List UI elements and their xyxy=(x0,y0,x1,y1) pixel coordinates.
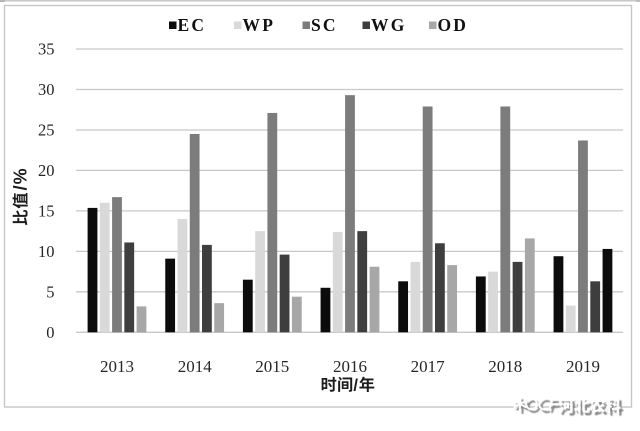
svg-text:WG: WG xyxy=(371,15,407,35)
svg-text:25: 25 xyxy=(38,121,55,140)
svg-text:15: 15 xyxy=(38,201,55,220)
svg-text:20: 20 xyxy=(38,161,55,180)
svg-text:2013: 2013 xyxy=(100,357,134,376)
svg-text:SC: SC xyxy=(311,15,338,35)
svg-text:EC: EC xyxy=(178,15,207,35)
svg-text:0: 0 xyxy=(46,323,54,342)
svg-text:10: 10 xyxy=(38,242,55,261)
svg-text:WP: WP xyxy=(243,15,276,35)
svg-text:2015: 2015 xyxy=(255,357,289,376)
svg-text:OD: OD xyxy=(438,15,469,35)
svg-text:35: 35 xyxy=(38,40,55,59)
svg-text:2018: 2018 xyxy=(488,357,522,376)
svg-text:2019: 2019 xyxy=(566,357,600,376)
svg-text:/: / xyxy=(353,377,358,395)
svg-text:30: 30 xyxy=(38,80,55,99)
svg-text:2016: 2016 xyxy=(333,357,367,376)
svg-text:2014: 2014 xyxy=(178,357,213,376)
svg-text:/%: /% xyxy=(10,167,30,190)
svg-text:5: 5 xyxy=(46,282,54,301)
svg-text:2017: 2017 xyxy=(411,357,446,376)
